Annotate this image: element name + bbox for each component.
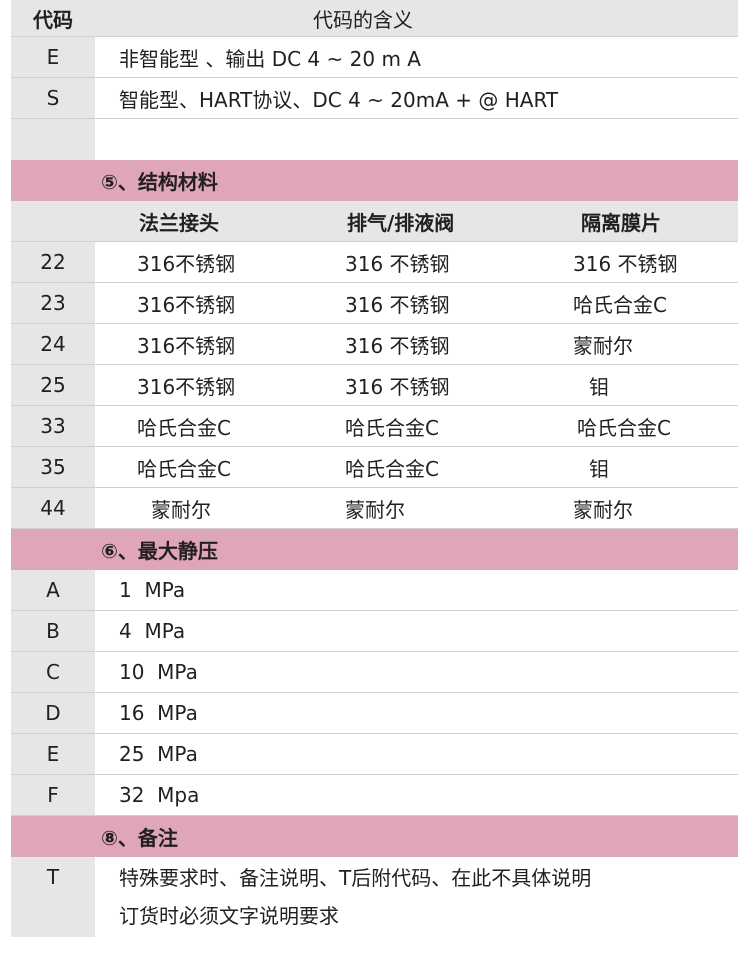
material-cell: 蒙耐尔 (573, 497, 633, 522)
table-row: A 1 MPa (11, 570, 738, 611)
row-code: 25 (11, 365, 95, 405)
notes-row: T 特殊要求时、备注说明、T后附代码、在此不具体说明 订货时必须文字说明要求 (11, 857, 738, 937)
table-row: 44 蒙耐尔 蒙耐尔 蒙耐尔 (11, 488, 738, 529)
row-code: 44 (11, 488, 95, 528)
table-row: 24 316不锈钢 316 不锈钢 蒙耐尔 (11, 324, 738, 365)
section-title: ⑥、最大静压 (101, 539, 218, 563)
row-desc: 32 Mpa (119, 783, 200, 807)
row-code: D (11, 693, 95, 733)
section-title: ⑤、结构材料 (101, 170, 218, 194)
row-code: C (11, 652, 95, 692)
material-cell: 316 不锈钢 (345, 251, 450, 276)
material-cell: 钼 (589, 456, 609, 481)
material-cell: 哈氏合金C (345, 456, 439, 481)
section-spacer (11, 160, 95, 201)
row-desc: 非智能型 、输出 DC 4 ~ 20 m A (119, 46, 421, 71)
section-materials: ⑤、结构材料 (11, 160, 738, 201)
column-header: 排气/排液阀 (347, 210, 455, 235)
material-cell: 316 不锈钢 (345, 292, 450, 317)
row-code: T (11, 857, 95, 937)
blank-code (11, 119, 95, 160)
material-cell: 316不锈钢 (137, 374, 236, 399)
table-row: E 非智能型 、输出 DC 4 ~ 20 m A (11, 37, 738, 78)
table-row: B 4 MPa (11, 611, 738, 652)
table-row: 23 316不锈钢 316 不锈钢 哈氏合金C (11, 283, 738, 324)
material-cell: 316不锈钢 (137, 251, 236, 276)
table-row: F 32 Mpa (11, 775, 738, 816)
material-cell: 316 不锈钢 (573, 251, 678, 276)
material-cell: 哈氏合金C (573, 292, 667, 317)
row-code: E (11, 734, 95, 774)
table-row: 35 哈氏合金C 哈氏合金C 钼 (11, 447, 738, 488)
note-line: 特殊要求时、备注说明、T后附代码、在此不具体说明 (119, 866, 592, 890)
material-cell: 316不锈钢 (137, 292, 236, 317)
material-cell: 316 不锈钢 (345, 374, 450, 399)
material-cell: 蒙耐尔 (573, 333, 633, 358)
row-code: 23 (11, 283, 95, 323)
header-code: 代码 (11, 0, 95, 36)
material-cell: 哈氏合金C (137, 456, 231, 481)
section-pressure: ⑥、最大静压 (11, 529, 738, 570)
section-notes: ⑧、备注 (11, 816, 738, 857)
row-desc: 智能型、HART协议、DC 4 ~ 20mA + @ HART (119, 87, 559, 112)
material-cell: 哈氏合金C (345, 415, 439, 440)
material-cell: 蒙耐尔 (151, 497, 211, 522)
model-code-table: 代码 代码的含义 E 非智能型 、输出 DC 4 ~ 20 m A S 智能型、… (11, 0, 738, 937)
row-code: A (11, 570, 95, 610)
row-code: 24 (11, 324, 95, 364)
blank-row (11, 119, 738, 160)
row-desc: 1 MPa (119, 578, 186, 602)
material-cell: 哈氏合金C (137, 415, 231, 440)
table-row: C 10 MPa (11, 652, 738, 693)
table-row: D 16 MPa (11, 693, 738, 734)
row-code: B (11, 611, 95, 651)
row-desc: 16 MPa (119, 701, 198, 725)
row-desc: 10 MPa (119, 660, 198, 684)
note-line: 订货时必须文字说明要求 (119, 904, 339, 928)
table-row: 33 哈氏合金C 哈氏合金C 哈氏合金C (11, 406, 738, 447)
material-cell: 蒙耐尔 (345, 497, 405, 522)
materials-column-header: 法兰接头 排气/排液阀 隔离膜片 (11, 201, 738, 242)
row-code: 35 (11, 447, 95, 487)
section-spacer (11, 529, 95, 570)
section-spacer (11, 816, 95, 857)
row-desc: 4 MPa (119, 619, 186, 643)
table-row: 25 316不锈钢 316 不锈钢 钼 (11, 365, 738, 406)
header-meaning: 代码的含义 (313, 7, 413, 32)
table-row: S 智能型、HART协议、DC 4 ~ 20mA + @ HART (11, 78, 738, 119)
row-desc: 25 MPa (119, 742, 198, 766)
table-header: 代码 代码的含义 (11, 0, 738, 37)
material-cell: 钼 (589, 374, 609, 399)
column-header: 法兰接头 (139, 210, 219, 235)
row-code: 22 (11, 242, 95, 282)
section-title: ⑧、备注 (101, 826, 178, 850)
table-row: E 25 MPa (11, 734, 738, 775)
material-cell: 哈氏合金C (577, 415, 671, 440)
row-code: F (11, 775, 95, 815)
row-code: 33 (11, 406, 95, 446)
table-row: 22 316不锈钢 316 不锈钢 316 不锈钢 (11, 242, 738, 283)
material-cell: 316 不锈钢 (345, 333, 450, 358)
row-code: S (11, 78, 95, 118)
material-cell: 316不锈钢 (137, 333, 236, 358)
column-header: 隔离膜片 (581, 210, 661, 235)
row-code: E (11, 37, 95, 77)
